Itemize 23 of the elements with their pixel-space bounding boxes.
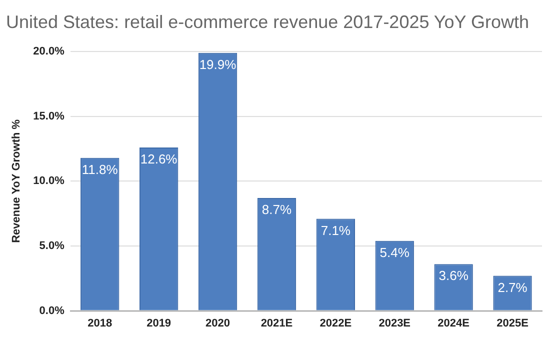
x-tick-label: 2022E bbox=[320, 317, 352, 330]
data-label: 8.7% bbox=[262, 202, 292, 218]
x-tick-label: 2020 bbox=[206, 317, 230, 330]
x-tick-label: 2023E bbox=[378, 317, 411, 330]
y-tick-label: 10.0% bbox=[33, 175, 65, 188]
y-tick-label: 20.0% bbox=[33, 46, 65, 58]
data-label: 3.6% bbox=[438, 268, 469, 284]
x-tick-label: 2025E bbox=[496, 317, 528, 330]
data-label: 2.7% bbox=[498, 280, 528, 295]
y-tick-label: 15.0% bbox=[33, 110, 65, 122]
data-label: 19.9% bbox=[199, 56, 237, 72]
x-tick-label: 2019 bbox=[146, 317, 172, 330]
data-label: 11.8% bbox=[82, 162, 118, 177]
y-tick-label: 0.0% bbox=[39, 304, 65, 317]
y-axis-title: Revenue YoY Growth % bbox=[10, 119, 23, 243]
x-tick-label: 2021E bbox=[260, 317, 293, 330]
data-label: 5.4% bbox=[380, 244, 410, 260]
x-tick-label: 2018 bbox=[88, 317, 112, 330]
data-label: 12.6% bbox=[140, 152, 178, 167]
y-tick-label: 5.0% bbox=[39, 240, 65, 252]
data-label: 7.1% bbox=[320, 222, 351, 238]
x-tick-label: 2024E bbox=[438, 317, 470, 330]
chart-title: United States: retail e-commerce revenue 2017-2025 YoY Growth bbox=[6, 12, 529, 32]
